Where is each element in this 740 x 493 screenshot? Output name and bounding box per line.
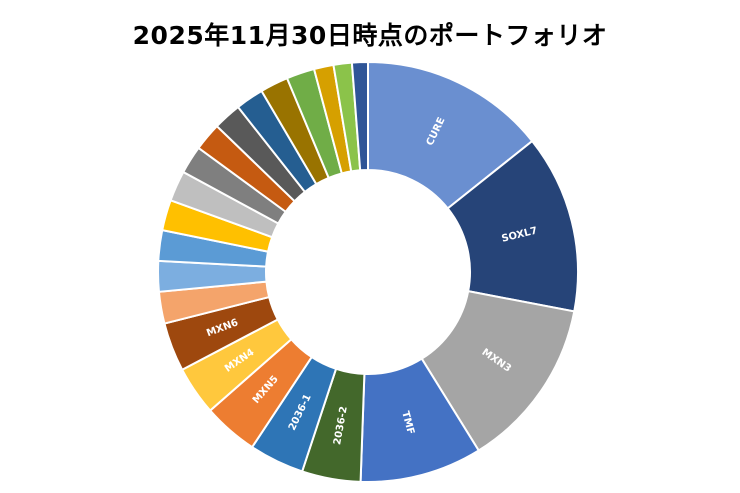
slice-23 xyxy=(350,60,369,172)
chart-title: 2025年11月30日時点のポートフォリオ xyxy=(132,21,608,50)
donut-slices xyxy=(157,60,579,483)
slice-cure xyxy=(367,60,534,210)
